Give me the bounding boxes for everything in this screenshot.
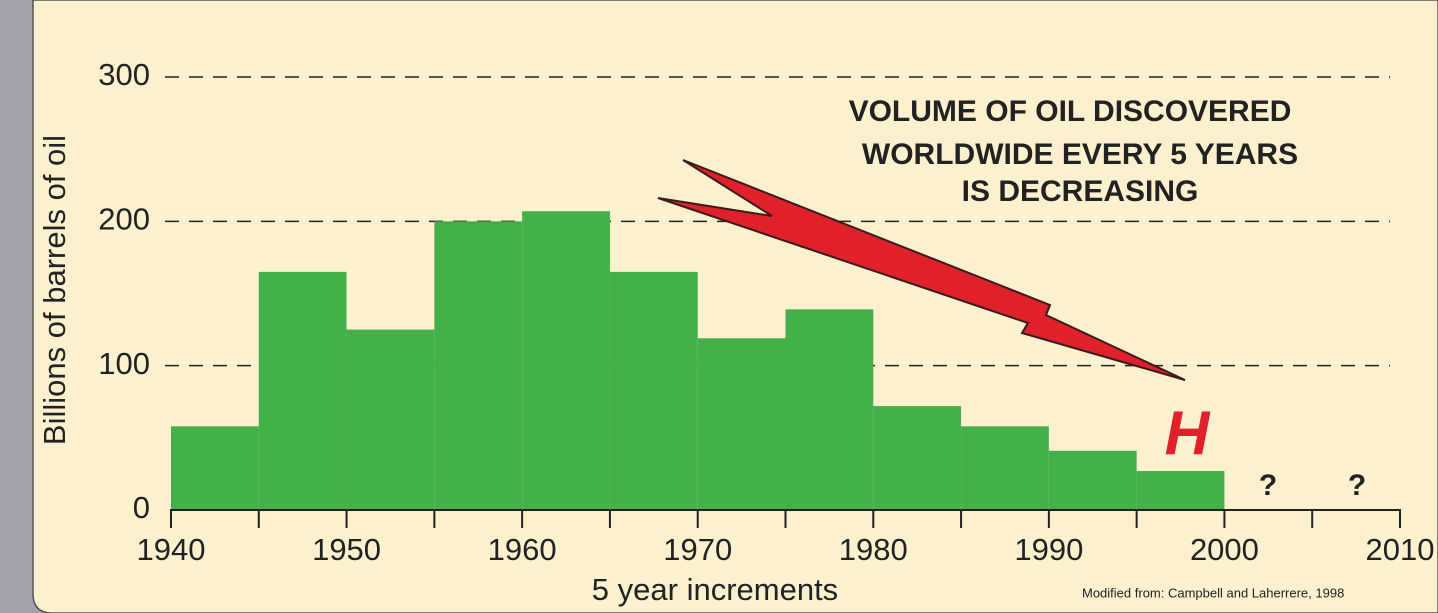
bar [961, 426, 1049, 510]
x-tick-label: 1950 [312, 532, 381, 567]
y-tick-label: 100 [98, 346, 150, 381]
panel [32, 0, 1438, 613]
annotation: WORLDWIDE EVERY 5 YEARS [862, 138, 1298, 171]
x-tick-label: 1970 [663, 532, 732, 567]
x-tick-label: 1980 [839, 532, 908, 567]
bar [873, 406, 962, 510]
x-tick-label: 2010 [1366, 532, 1435, 567]
bar [434, 221, 523, 511]
x-tick-label: 1990 [1014, 532, 1083, 567]
annotation: IS DECREASING [962, 175, 1199, 208]
y-tick-label: 300 [98, 57, 150, 92]
annotation: ? [1259, 469, 1277, 502]
source-note: Modified from: Campbell and Laherrere, 1… [1082, 585, 1344, 600]
bar [609, 271, 698, 510]
x-axis-label: 5 year increments [592, 572, 838, 607]
bar [1048, 450, 1137, 510]
bar [1136, 471, 1225, 510]
decline-arrow [657, 159, 1186, 381]
x-tick-label: 1940 [137, 532, 206, 567]
bar [346, 329, 435, 510]
x-tick-label: 1960 [488, 532, 557, 567]
bar [522, 211, 610, 511]
y-axis-label: Billions of barrels of oil [37, 135, 72, 445]
annotation: H [1165, 399, 1211, 468]
bar [697, 338, 786, 510]
x-tick-label: 2000 [1190, 532, 1259, 567]
bar [785, 309, 874, 510]
bar [171, 426, 259, 510]
y-tick-label: 0 [133, 490, 150, 525]
bar [258, 271, 347, 510]
annotation: VOLUME OF OIL DISCOVERED [849, 95, 1292, 128]
annotation: ? [1348, 469, 1366, 502]
y-tick-label: 200 [98, 202, 150, 237]
